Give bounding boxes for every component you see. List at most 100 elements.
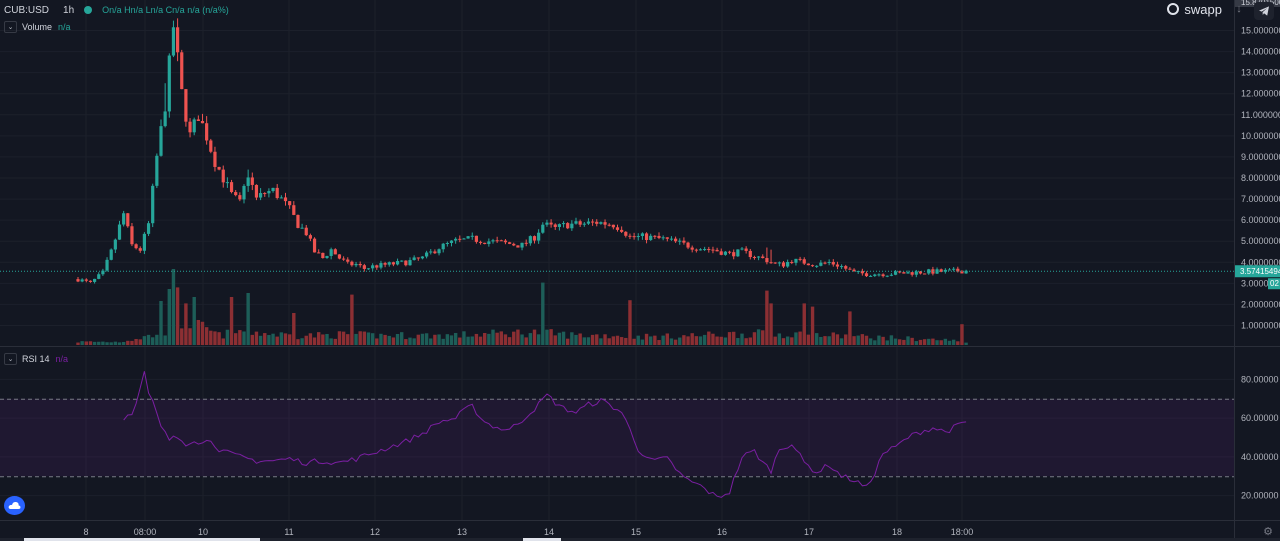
candle-body <box>512 243 516 246</box>
volume-bar <box>362 331 367 345</box>
countdown-label: 02 <box>1270 279 1279 288</box>
volume-bar <box>358 331 362 345</box>
candle-body <box>806 263 810 266</box>
volume-bar <box>939 340 943 345</box>
candle-body <box>877 274 881 276</box>
volume-bar <box>225 329 230 345</box>
candle-body <box>503 240 508 243</box>
candle-body <box>615 227 620 230</box>
candle-body <box>732 252 736 257</box>
candle-body <box>960 271 964 274</box>
candle-body <box>93 278 97 282</box>
volume-bar <box>267 335 271 345</box>
candle-body <box>229 182 234 193</box>
candle-body <box>935 269 939 274</box>
volume-bar <box>453 332 458 345</box>
volume-bar <box>84 341 88 345</box>
rsi-axis[interactable]: 80.00000 60.00000 40.00000 20.00000 <box>1241 374 1279 500</box>
candle-body <box>893 271 898 275</box>
candle-body <box>445 242 449 244</box>
volume-legend: ⌄ Volume n/a <box>4 20 71 34</box>
volume-bar <box>802 303 806 345</box>
volume-bar <box>595 334 599 345</box>
volume-bar <box>474 333 479 345</box>
candle-body <box>263 193 267 195</box>
volume-bar <box>296 339 300 345</box>
candle-body <box>578 221 582 225</box>
candle-body <box>869 275 873 277</box>
ohlc-values: On/a Hn/a Ln/a Cn/a n/a (n/a%) <box>102 5 229 15</box>
candle-body <box>163 111 167 127</box>
candle-body <box>213 151 217 167</box>
time-tick-label: 18 <box>892 527 902 537</box>
candle-body <box>487 241 491 244</box>
telegram-button[interactable] <box>1254 2 1274 20</box>
candle-body <box>860 270 864 274</box>
brand[interactable]: swapp <box>1167 0 1222 18</box>
rsi-legend: ⌄ RSI 14 n/a <box>4 352 68 366</box>
candle-body <box>171 27 176 56</box>
time-axis[interactable]: 8 08:00 10 11 12 13 14 15 16 17 18 18:00 <box>83 527 973 537</box>
cloud-icon <box>8 501 21 509</box>
volume-bar <box>566 338 570 345</box>
candle-body <box>927 269 931 274</box>
candle-body <box>400 260 404 262</box>
volume-bar <box>491 329 495 345</box>
candle-body <box>748 250 752 258</box>
candle-body <box>88 280 93 282</box>
candle-body <box>752 257 757 259</box>
time-scrollbar[interactable] <box>24 538 260 541</box>
chevron-down-icon[interactable]: ⌄ <box>4 353 17 365</box>
volume-bar <box>702 334 707 345</box>
swapp-logo-icon <box>1167 3 1180 15</box>
volume-bar <box>931 338 935 345</box>
candle-body <box>711 249 715 251</box>
volume-bar <box>864 335 869 345</box>
candle-body <box>225 182 229 184</box>
gear-icon[interactable]: ⚙ <box>1263 526 1273 538</box>
volume-bar <box>619 337 624 345</box>
volume-bar <box>400 332 404 345</box>
volume-bar <box>927 338 931 345</box>
volume-bar <box>947 340 952 345</box>
candle-body <box>275 187 279 199</box>
candle-body <box>138 248 142 251</box>
candle-body <box>425 252 429 257</box>
volume-bar <box>175 287 180 345</box>
volume-bar <box>242 331 246 345</box>
candle-body <box>97 274 101 279</box>
symbol-label[interactable]: CUB:USD <box>4 4 50 16</box>
candle-body <box>910 272 914 275</box>
volume-bar <box>661 335 665 345</box>
volume-bar <box>624 337 628 345</box>
candle-body <box>458 238 462 240</box>
volume-bar <box>815 333 819 345</box>
volume-bar <box>350 294 354 345</box>
candle-body <box>288 201 292 206</box>
volume-bar <box>723 337 728 345</box>
volume-bar <box>607 338 611 345</box>
tradingview-logo-icon[interactable] <box>4 496 25 515</box>
candle-body <box>786 262 790 267</box>
candle-body <box>387 262 391 265</box>
time-scrollbar-handle[interactable] <box>523 538 561 541</box>
price-tick-label: 3.0000000 <box>1241 278 1280 288</box>
candle-body <box>454 238 458 241</box>
volume-bar <box>719 336 723 345</box>
volume-bar <box>727 332 732 345</box>
volume-bar <box>113 341 118 345</box>
candle-body <box>395 260 400 265</box>
candle-body <box>624 231 628 236</box>
timeframe-label[interactable]: 1h <box>63 4 75 16</box>
candle-body <box>333 249 337 255</box>
volume-bar <box>155 334 159 345</box>
volume-bar <box>707 331 711 345</box>
chevron-down-icon[interactable]: ⌄ <box>4 21 17 33</box>
volume-bar <box>819 336 823 345</box>
volume-bar <box>196 319 201 345</box>
arrow-down-icon[interactable]: ↓ <box>1236 3 1242 15</box>
volume-bar <box>557 332 562 345</box>
candle-body <box>329 249 333 256</box>
volume-bar <box>97 341 101 345</box>
